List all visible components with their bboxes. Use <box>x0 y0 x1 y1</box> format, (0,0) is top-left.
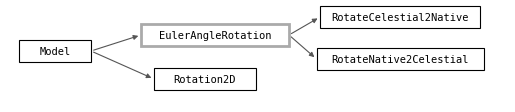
FancyBboxPatch shape <box>19 41 91 62</box>
FancyBboxPatch shape <box>154 68 256 90</box>
Text: RotateNative2Celestial: RotateNative2Celestial <box>331 55 469 64</box>
FancyBboxPatch shape <box>141 25 289 47</box>
Text: EulerAngleRotation: EulerAngleRotation <box>159 31 271 41</box>
Text: Rotation2D: Rotation2D <box>174 74 236 84</box>
FancyBboxPatch shape <box>320 7 480 29</box>
Text: RotateCelestial2Native: RotateCelestial2Native <box>331 13 469 23</box>
Text: Model: Model <box>39 47 71 56</box>
FancyBboxPatch shape <box>317 49 484 70</box>
